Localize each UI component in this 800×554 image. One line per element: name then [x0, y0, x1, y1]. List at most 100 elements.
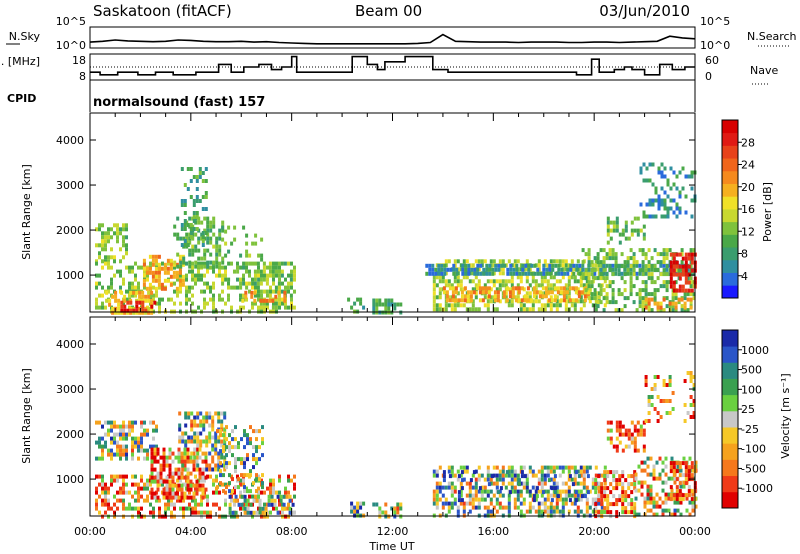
data-cell	[432, 303, 436, 308]
data-cell	[163, 266, 167, 271]
data-cell	[146, 494, 149, 499]
data-cell	[605, 284, 609, 289]
data-cell	[678, 284, 682, 289]
data-cell	[223, 439, 227, 444]
data-cell	[498, 279, 502, 284]
nsearch-tick-top: 10^5	[700, 15, 730, 28]
data-cell	[582, 465, 586, 470]
data-cell	[146, 428, 149, 433]
data-cell	[255, 461, 258, 466]
data-cell	[656, 252, 660, 257]
data-cell	[242, 277, 245, 282]
data-cell	[438, 489, 442, 494]
data-cell	[492, 505, 496, 510]
data-cell	[266, 502, 269, 507]
data-cell	[624, 444, 628, 449]
data-cell	[378, 510, 382, 515]
data-cell	[225, 453, 228, 458]
data-cell	[657, 170, 661, 175]
data-cell	[629, 267, 633, 272]
data-cell	[278, 265, 281, 270]
data-cell	[689, 379, 693, 383]
data-cell	[393, 506, 397, 511]
data-cell	[672, 280, 676, 285]
data-cell	[496, 490, 500, 495]
data-cell	[153, 300, 157, 305]
data-cell	[168, 447, 172, 452]
y-tick-label: 4000	[56, 134, 84, 147]
data-cell	[215, 474, 218, 479]
data-cell	[221, 273, 224, 278]
data-cell	[564, 283, 568, 288]
data-cell	[599, 267, 603, 272]
data-cell	[519, 465, 523, 470]
data-cell	[678, 481, 682, 486]
colorbar-tick-label: 500	[741, 364, 762, 377]
data-cell	[653, 288, 657, 293]
data-cell	[291, 502, 295, 507]
data-cell	[290, 478, 293, 483]
data-cell	[617, 292, 621, 297]
data-cell	[652, 496, 656, 501]
data-cell	[608, 256, 612, 261]
data-cell	[98, 482, 101, 487]
data-cell	[197, 273, 200, 278]
data-cell	[214, 411, 218, 416]
data-cell	[547, 478, 551, 483]
data-cell	[95, 297, 98, 302]
data-cell	[471, 279, 475, 284]
data-cell	[159, 471, 163, 476]
data-cell	[568, 474, 572, 479]
data-cell	[671, 308, 675, 313]
data-cell	[206, 236, 210, 241]
data-cell	[609, 236, 613, 241]
data-cell	[153, 475, 157, 480]
data-cell	[665, 248, 669, 253]
data-cell	[597, 501, 601, 506]
data-cell	[107, 502, 110, 507]
data-cell	[183, 227, 187, 231]
data-cell	[534, 489, 538, 494]
data-cell	[190, 411, 194, 416]
data-cell	[567, 279, 571, 284]
data-cell	[168, 467, 172, 472]
data-cell	[180, 495, 184, 500]
data-cell	[215, 240, 219, 245]
data-cell	[256, 261, 260, 266]
data-cell	[581, 260, 585, 265]
data-cell	[649, 456, 653, 461]
colorbar-swatch	[722, 170, 738, 184]
data-cell	[214, 431, 218, 436]
data-cell	[180, 199, 184, 203]
data-cell	[683, 379, 687, 383]
data-cell	[687, 264, 691, 269]
data-cell	[353, 301, 357, 306]
data-cell	[120, 310, 124, 315]
data-cell	[642, 232, 646, 237]
data-cell	[110, 478, 113, 483]
data-cell	[444, 485, 448, 490]
data-cell	[143, 482, 146, 487]
data-cell	[630, 490, 634, 495]
data-cell	[627, 482, 631, 487]
data-cell	[632, 284, 636, 289]
data-cell	[646, 456, 650, 461]
data-cell	[125, 265, 128, 270]
data-cell	[202, 427, 206, 432]
data-cell	[165, 483, 169, 488]
data-cell	[638, 296, 642, 301]
data-cell	[690, 268, 694, 273]
data-cell	[161, 297, 164, 302]
data-cell	[181, 439, 185, 444]
data-cell	[195, 467, 199, 472]
data-cell	[180, 455, 184, 460]
data-cell	[648, 178, 652, 183]
data-cell	[187, 411, 191, 416]
data-cell	[125, 243, 128, 248]
data-cell	[233, 269, 236, 274]
data-cell	[203, 273, 206, 278]
data-cell	[183, 467, 187, 472]
data-cell	[612, 224, 616, 229]
data-cell	[572, 271, 576, 276]
data-cell	[212, 502, 215, 507]
